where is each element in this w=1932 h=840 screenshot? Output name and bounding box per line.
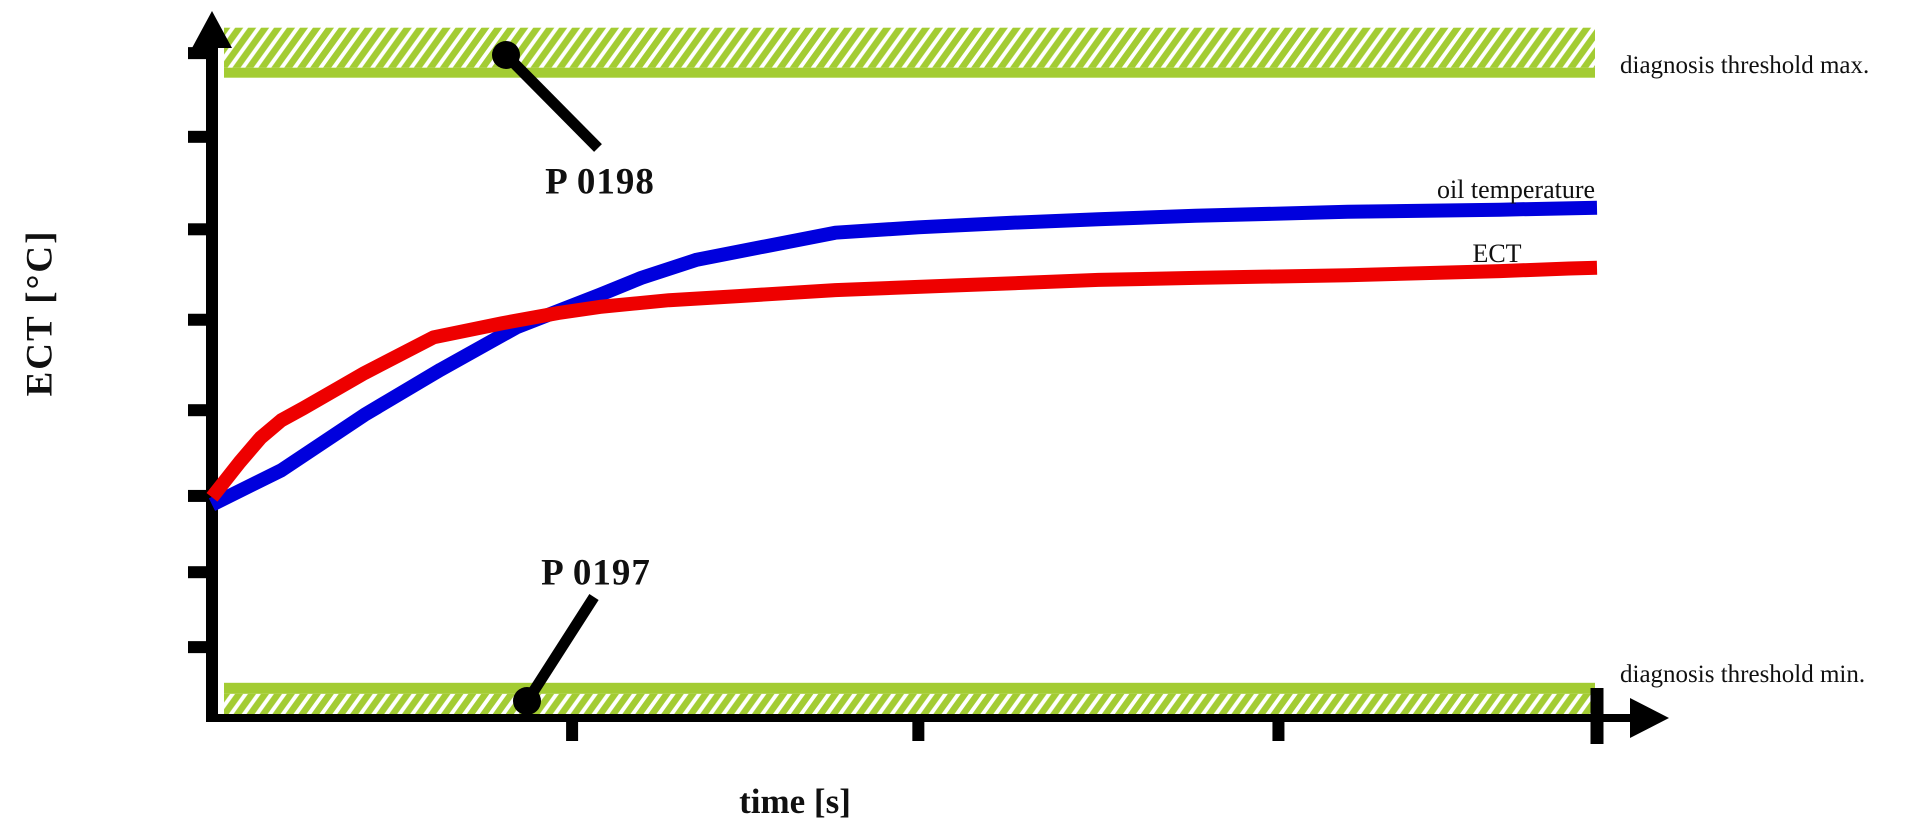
p0197-callout-dot (513, 687, 541, 715)
diagnosis-threshold-max-label: diagnosis threshold max. (1620, 52, 1870, 79)
axes (188, 11, 1669, 744)
y-axis-tick (188, 404, 214, 417)
x-axis-line (206, 714, 1634, 722)
y-axis-tick (188, 130, 214, 143)
x-axis-tick (566, 722, 579, 741)
y-axis-arrowhead (192, 11, 232, 48)
threshold-max-hatch (224, 27, 1595, 68)
dtc-callouts (492, 41, 602, 715)
y-axis-label: ECT [°C] (19, 229, 61, 397)
oil-temperature-curve (208, 200, 1598, 511)
dtc-p0197-label: P 0197 (541, 552, 651, 594)
y-axis-line (206, 36, 218, 722)
y-axis-tick (188, 566, 214, 579)
axis-ticks (188, 47, 1604, 744)
x-axis-label: time [s] (739, 782, 851, 821)
y-axis-tick (188, 223, 214, 236)
dtc-p0198-label: P 0198 (545, 161, 655, 203)
diagnosis-threshold-min-label: diagnosis threshold min. (1620, 661, 1866, 688)
p0198-callout-line (502, 51, 602, 152)
x-axis-tick-crossing (1590, 688, 1604, 744)
p0197-callout-line (523, 594, 599, 703)
threshold-bands (224, 27, 1595, 715)
y-axis-tick (188, 641, 214, 654)
x-axis-tick (1272, 722, 1285, 741)
oil-temperature-series-label: oil temperature (1436, 175, 1596, 204)
ect-curve (206, 260, 1598, 502)
x-axis-tick (912, 722, 925, 741)
ect-series-label: ECT (1472, 239, 1522, 268)
y-axis-tick (188, 313, 214, 326)
threshold-min-line (224, 682, 1595, 694)
p0198-callout-dot (492, 41, 520, 69)
x-axis-arrowhead (1630, 698, 1669, 738)
threshold-min-hatch (224, 693, 1595, 715)
threshold-max-line (224, 67, 1595, 78)
temperature-curves (206, 200, 1598, 511)
y-axis-tick (188, 47, 214, 60)
